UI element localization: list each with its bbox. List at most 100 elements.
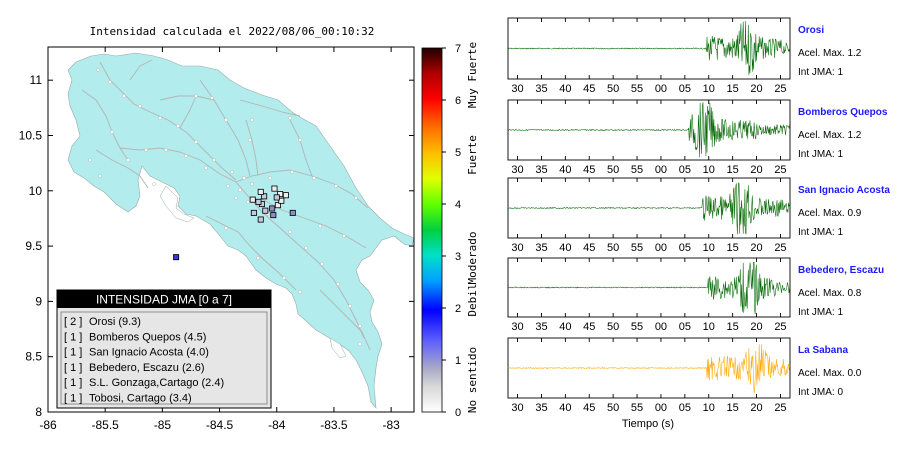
station-marker[interactable] (249, 196, 256, 203)
intensity-legend: INTENSIDAD JMA [0 a 7] [ 2 ] Orosi (9.3) [… (56, 289, 272, 409)
costa-rica-land (67, 52, 415, 409)
waveform-x-tick-label: 50 (607, 242, 619, 254)
station-jma-intensity: Int JMA: 1 (798, 149, 843, 160)
legend-item-count: [ 1 ] (64, 377, 82, 389)
station-markers (173, 185, 296, 261)
station-marker[interactable] (250, 209, 257, 216)
waveform-x-tick-label: 50 (607, 83, 619, 95)
legend-item-name: Bebedero, Escazu (2.6) (89, 362, 205, 374)
colorbar-tick-label: 6 (455, 95, 461, 107)
legend-item-count: [ 1 ] (64, 393, 82, 405)
waveform-x-tick-label: 30 (511, 402, 523, 414)
colorbar-tick-label: 4 (455, 199, 461, 211)
waveform-x-tick-label: 20 (750, 164, 762, 176)
waveform-x-tick-label: 55 (631, 242, 643, 254)
colorbar-label-no-sentido: No sentido (466, 347, 479, 413)
legend-header: INTENSIDAD JMA [0 a 7] (96, 293, 232, 307)
waveform-x-tick-label: 00 (655, 242, 667, 254)
station-marker[interactable] (255, 198, 262, 205)
station-max-accel: Acel. Max. 1.2 (798, 48, 862, 59)
waveform-x-tick-label: 50 (607, 402, 619, 414)
legend-item-name: Orosi (9.3) (89, 316, 141, 328)
station-name-link[interactable]: Bomberos Quepos (798, 107, 888, 118)
waveform-x-tick-label: 25 (774, 164, 786, 176)
colorbar-gradient (421, 47, 443, 413)
road-network (81, 59, 371, 351)
waveform-x-tick-label: 05 (679, 83, 691, 95)
waveform-x-tick-label: 20 (750, 83, 762, 95)
map-y-tick-label: 11 (30, 73, 43, 87)
waveform-x-tick-label: 30 (511, 242, 523, 254)
map-x-tick-label: -85.5 (92, 418, 120, 432)
colorbar-tick-label: 0 (455, 407, 461, 419)
colorbar-label-debil: Debil (466, 283, 479, 316)
waveform-x-tick-label: 00 (655, 83, 667, 95)
map-y-tick-label: 9.5 (25, 239, 42, 253)
waveform-x-tick-label: 35 (535, 83, 547, 95)
golfo-dulce (329, 337, 347, 359)
waveform-x-tick-label: 25 (774, 402, 786, 414)
waveform-x-tick-label: 25 (774, 321, 786, 333)
waveform-x-tick-label: 35 (535, 164, 547, 176)
station-marker[interactable] (262, 207, 269, 214)
map-y-tick-label: 9 (35, 294, 42, 308)
station-marker[interactable] (257, 216, 264, 223)
waveform-trace (507, 182, 790, 235)
map-x-tick-label: -85 (154, 418, 172, 432)
waveform-x-tick-label: 40 (559, 402, 571, 414)
station-marker[interactable] (173, 254, 180, 261)
waveform-x-tick-label: 35 (535, 321, 547, 333)
waveform-x-tick-label: 55 (631, 402, 643, 414)
waveform-x-tick-label: 50 (607, 164, 619, 176)
map-y-tick-label: 10 (29, 184, 43, 198)
colorbar-label-fuerte: Fuerte (466, 135, 479, 175)
waveform-x-tick-label: 05 (679, 402, 691, 414)
station-marker[interactable] (269, 205, 276, 212)
waveform-x-tick-label: 45 (583, 164, 595, 176)
map-title: Intensidad calculada el 2022/08/06_00:10… (90, 25, 375, 38)
waveform-panel: 30 35 40 45 50 55 00 05 10 15 20 25 La Sabana Acel. M… (507, 337, 862, 414)
waveform-trace (507, 344, 790, 394)
station-name-link[interactable]: Orosi (798, 25, 824, 36)
station-marker[interactable] (257, 188, 264, 195)
waveform-x-tick-label: 20 (750, 242, 762, 254)
colorbar-label-moderado: Moderado (466, 232, 479, 285)
map-x-tick-label: -83.5 (320, 418, 348, 432)
waveform-panel: 30 35 40 45 50 55 00 05 10 15 20 25 San Ignacio Acos… (507, 177, 890, 254)
station-marker[interactable] (271, 185, 278, 192)
waveform-x-tick-label: 15 (727, 83, 739, 95)
waveform-x-tick-label: 40 (559, 83, 571, 95)
station-name-link[interactable]: La Sabana (798, 345, 848, 356)
legend-item-count: [ 1 ] (64, 347, 82, 359)
station-name-link[interactable]: San Ignacio Acosta (798, 185, 890, 196)
station-marker[interactable] (274, 202, 281, 209)
station-marker[interactable] (273, 194, 280, 201)
station-marker[interactable] (282, 192, 289, 199)
waveform-x-tick-label: 45 (583, 321, 595, 333)
station-marker[interactable] (270, 212, 277, 219)
station-marker[interactable] (289, 209, 296, 216)
waveform-x-tick-label: 05 (679, 242, 691, 254)
waveform-trace (507, 20, 790, 76)
map-y-tick-label: 10.5 (19, 128, 43, 142)
waveform-x-tick-label: 45 (583, 242, 595, 254)
station-marker[interactable] (261, 193, 268, 200)
station-max-accel: Acel. Max. 0.0 (798, 368, 862, 379)
map-x-tick-label: -86 (39, 418, 57, 432)
station-max-accel: Acel. Max. 0.8 (798, 288, 862, 299)
station-marker[interactable] (277, 191, 284, 198)
station-name-link[interactable]: Bebedero, Escazu (798, 265, 884, 276)
waveform-x-tick-label: 35 (535, 242, 547, 254)
station-marker[interactable] (278, 197, 285, 204)
colorbar-tick-label: 2 (455, 303, 461, 315)
waveform-panels: 30 35 40 45 50 55 00 05 10 15 20 25 Orosi Acel. Max. … (507, 17, 890, 414)
intensity-colorbar: 7 6 5 4 3 2 1 0 Muy Fuerte Fuerte Moderado Debi… (421, 42, 479, 419)
waveform-x-tick-label: 40 (559, 164, 571, 176)
map-frame (47, 46, 415, 413)
waveform-x-tick-label: 05 (679, 321, 691, 333)
station-jma-intensity: Int JMA: 0 (798, 387, 843, 398)
waveform-x-tick-label: 10 (703, 242, 715, 254)
station-jma-intensity: Int JMA: 1 (798, 307, 843, 318)
legend-item-name: S.L. Gonzaga,Cartago (2.4) (89, 377, 224, 389)
waveform-x-tick-label: 20 (750, 321, 762, 333)
